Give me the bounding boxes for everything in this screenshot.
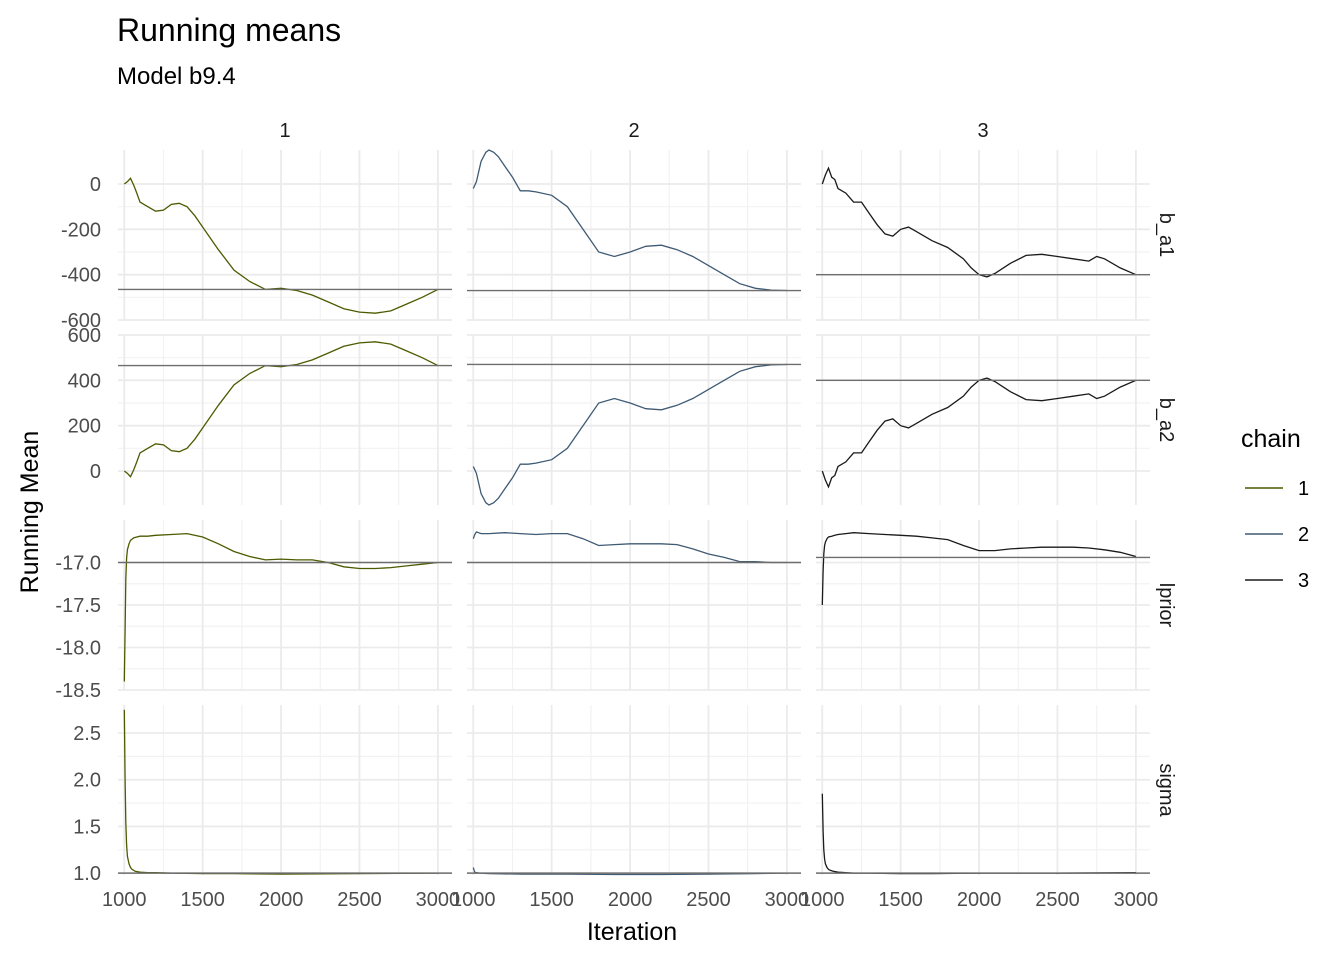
panel-lprior-chain-2: [467, 520, 801, 691]
running-mean-line-chain-1: [123, 341, 439, 478]
x-tick-label: 3000: [1114, 889, 1159, 911]
facet-strip-col-1: 1: [279, 120, 290, 142]
x-tick-label: 2500: [337, 889, 382, 911]
facet-grid: 1 2 3b_a10-200-400-600b_a26004002000lprior…: [55, 120, 1177, 911]
x-tick-label: 2000: [957, 889, 1002, 911]
facet-strip-col-2: 2: [628, 120, 639, 142]
x-tick-label: 2500: [686, 889, 731, 911]
x-tick-label: 1500: [529, 889, 574, 911]
y-tick-label: -18.0: [55, 638, 101, 660]
facet-strip-row-lprior: lprior: [1155, 583, 1177, 628]
x-axis-title: Iteration: [587, 918, 677, 946]
panel-sigma-chain-2: [467, 705, 801, 876]
panel-b_a1-chain-1: [118, 150, 452, 321]
y-tick-label: 2.5: [73, 723, 101, 745]
panel-sigma-chain-3: [816, 705, 1150, 875]
running-mean-line-chain-3: [821, 166, 1137, 278]
y-tick-label: -600: [61, 310, 101, 332]
running-mean-line-chain-3: [821, 532, 1137, 606]
running-mean-line-chain-2: [472, 531, 787, 564]
y-tick-label: 200: [68, 416, 101, 438]
panel-b_a1-chain-3: [816, 150, 1150, 321]
x-tick-label: 1000: [451, 889, 496, 911]
running-mean-line-chain-2: [472, 149, 787, 292]
facet-strip-row-b_a2: b_a2: [1155, 398, 1177, 443]
x-tick-label: 3000: [765, 889, 810, 911]
panel-lprior-chain-3: [816, 520, 1150, 691]
x-tick-label: 1500: [180, 889, 225, 911]
panel-lprior-chain-1: [118, 520, 452, 691]
legend: chain 1 2 3: [1241, 425, 1309, 592]
y-tick-label: -400: [61, 265, 101, 287]
facet-strip-row-b_a1: b_a1: [1155, 213, 1177, 258]
y-tick-label: 0: [90, 174, 101, 196]
x-tick-label: 1500: [878, 889, 923, 911]
y-tick-label: -18.5: [55, 680, 101, 702]
x-tick-label: 2000: [608, 889, 653, 911]
y-axis-title: Running Mean: [16, 431, 44, 594]
running-mean-line-chain-1: [123, 532, 438, 682]
running-mean-line-chain-1: [123, 177, 439, 314]
facet-strip-col-3: 3: [977, 120, 988, 142]
y-tick-label: 600: [68, 325, 101, 347]
facet-strip-row-sigma: sigma: [1155, 763, 1177, 817]
y-tick-label: 0: [90, 461, 101, 483]
x-tick-label: 1000: [800, 889, 845, 911]
panel-sigma-chain-1: [118, 705, 452, 875]
running-mean-line-chain-2: [472, 363, 787, 506]
y-tick-label: 2.0: [73, 770, 101, 792]
y-tick-label: -17.0: [55, 553, 101, 575]
y-tick-label: -17.5: [55, 595, 101, 617]
x-tick-label: 2500: [1035, 889, 1080, 911]
legend-label-chain-2: 2: [1298, 524, 1309, 546]
x-tick-label: 2000: [259, 889, 304, 911]
chart-subtitle: Model b9.4: [117, 63, 236, 90]
panel-b_a2-chain-2: [467, 334, 801, 506]
y-tick-label: 1.5: [73, 816, 101, 838]
y-tick-label: 1.0: [73, 863, 101, 885]
running-mean-line-chain-3: [821, 377, 1137, 489]
x-tick-label: 1000: [102, 889, 147, 911]
y-tick-label: 400: [68, 370, 101, 392]
x-tick-label: 3000: [416, 889, 461, 911]
legend-title: chain: [1241, 425, 1301, 453]
legend-label-chain-1: 1: [1298, 478, 1309, 500]
running-mean-line-chain-2: [472, 867, 787, 876]
legend-label-chain-3: 3: [1298, 570, 1309, 592]
panel-b_a1-chain-2: [467, 149, 801, 321]
y-tick-label: -200: [61, 219, 101, 241]
panel-b_a2-chain-1: [118, 334, 452, 505]
chart-title: Running means: [117, 12, 341, 48]
panel-b_a2-chain-3: [816, 334, 1150, 505]
